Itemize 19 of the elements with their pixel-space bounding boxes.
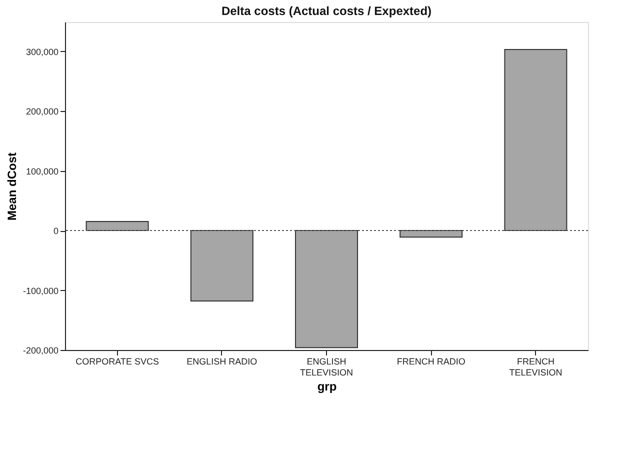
y-tick-label: -200,000 (22, 346, 58, 356)
y-tick-label: 300,000 (26, 46, 58, 57)
bar (190, 230, 254, 302)
bar (400, 230, 463, 238)
y-tick-label: 100,000 (26, 166, 58, 176)
y-axis-title: Mean dCost (4, 152, 19, 221)
chart-title: Delta costs (Actual costs / Expexted) (221, 4, 432, 18)
bar (504, 48, 568, 232)
x-tick-label: ENGLISH TELEVISION (300, 356, 354, 378)
y-tick-label: 0 (53, 226, 58, 236)
x-tick-label: FRENCH TELEVISION (509, 356, 562, 378)
y-tick-label: -100,000 (22, 286, 58, 296)
x-axis-title: grp (317, 380, 337, 394)
bar (295, 230, 358, 348)
x-tick-label: CORPORATE SVCS (76, 356, 159, 366)
y-tick-label: 200,000 (26, 106, 58, 117)
bar (86, 221, 149, 232)
x-tick-label: ENGLISH RADIO (186, 356, 258, 366)
x-tick-label: FRENCH RADIO (396, 356, 466, 366)
